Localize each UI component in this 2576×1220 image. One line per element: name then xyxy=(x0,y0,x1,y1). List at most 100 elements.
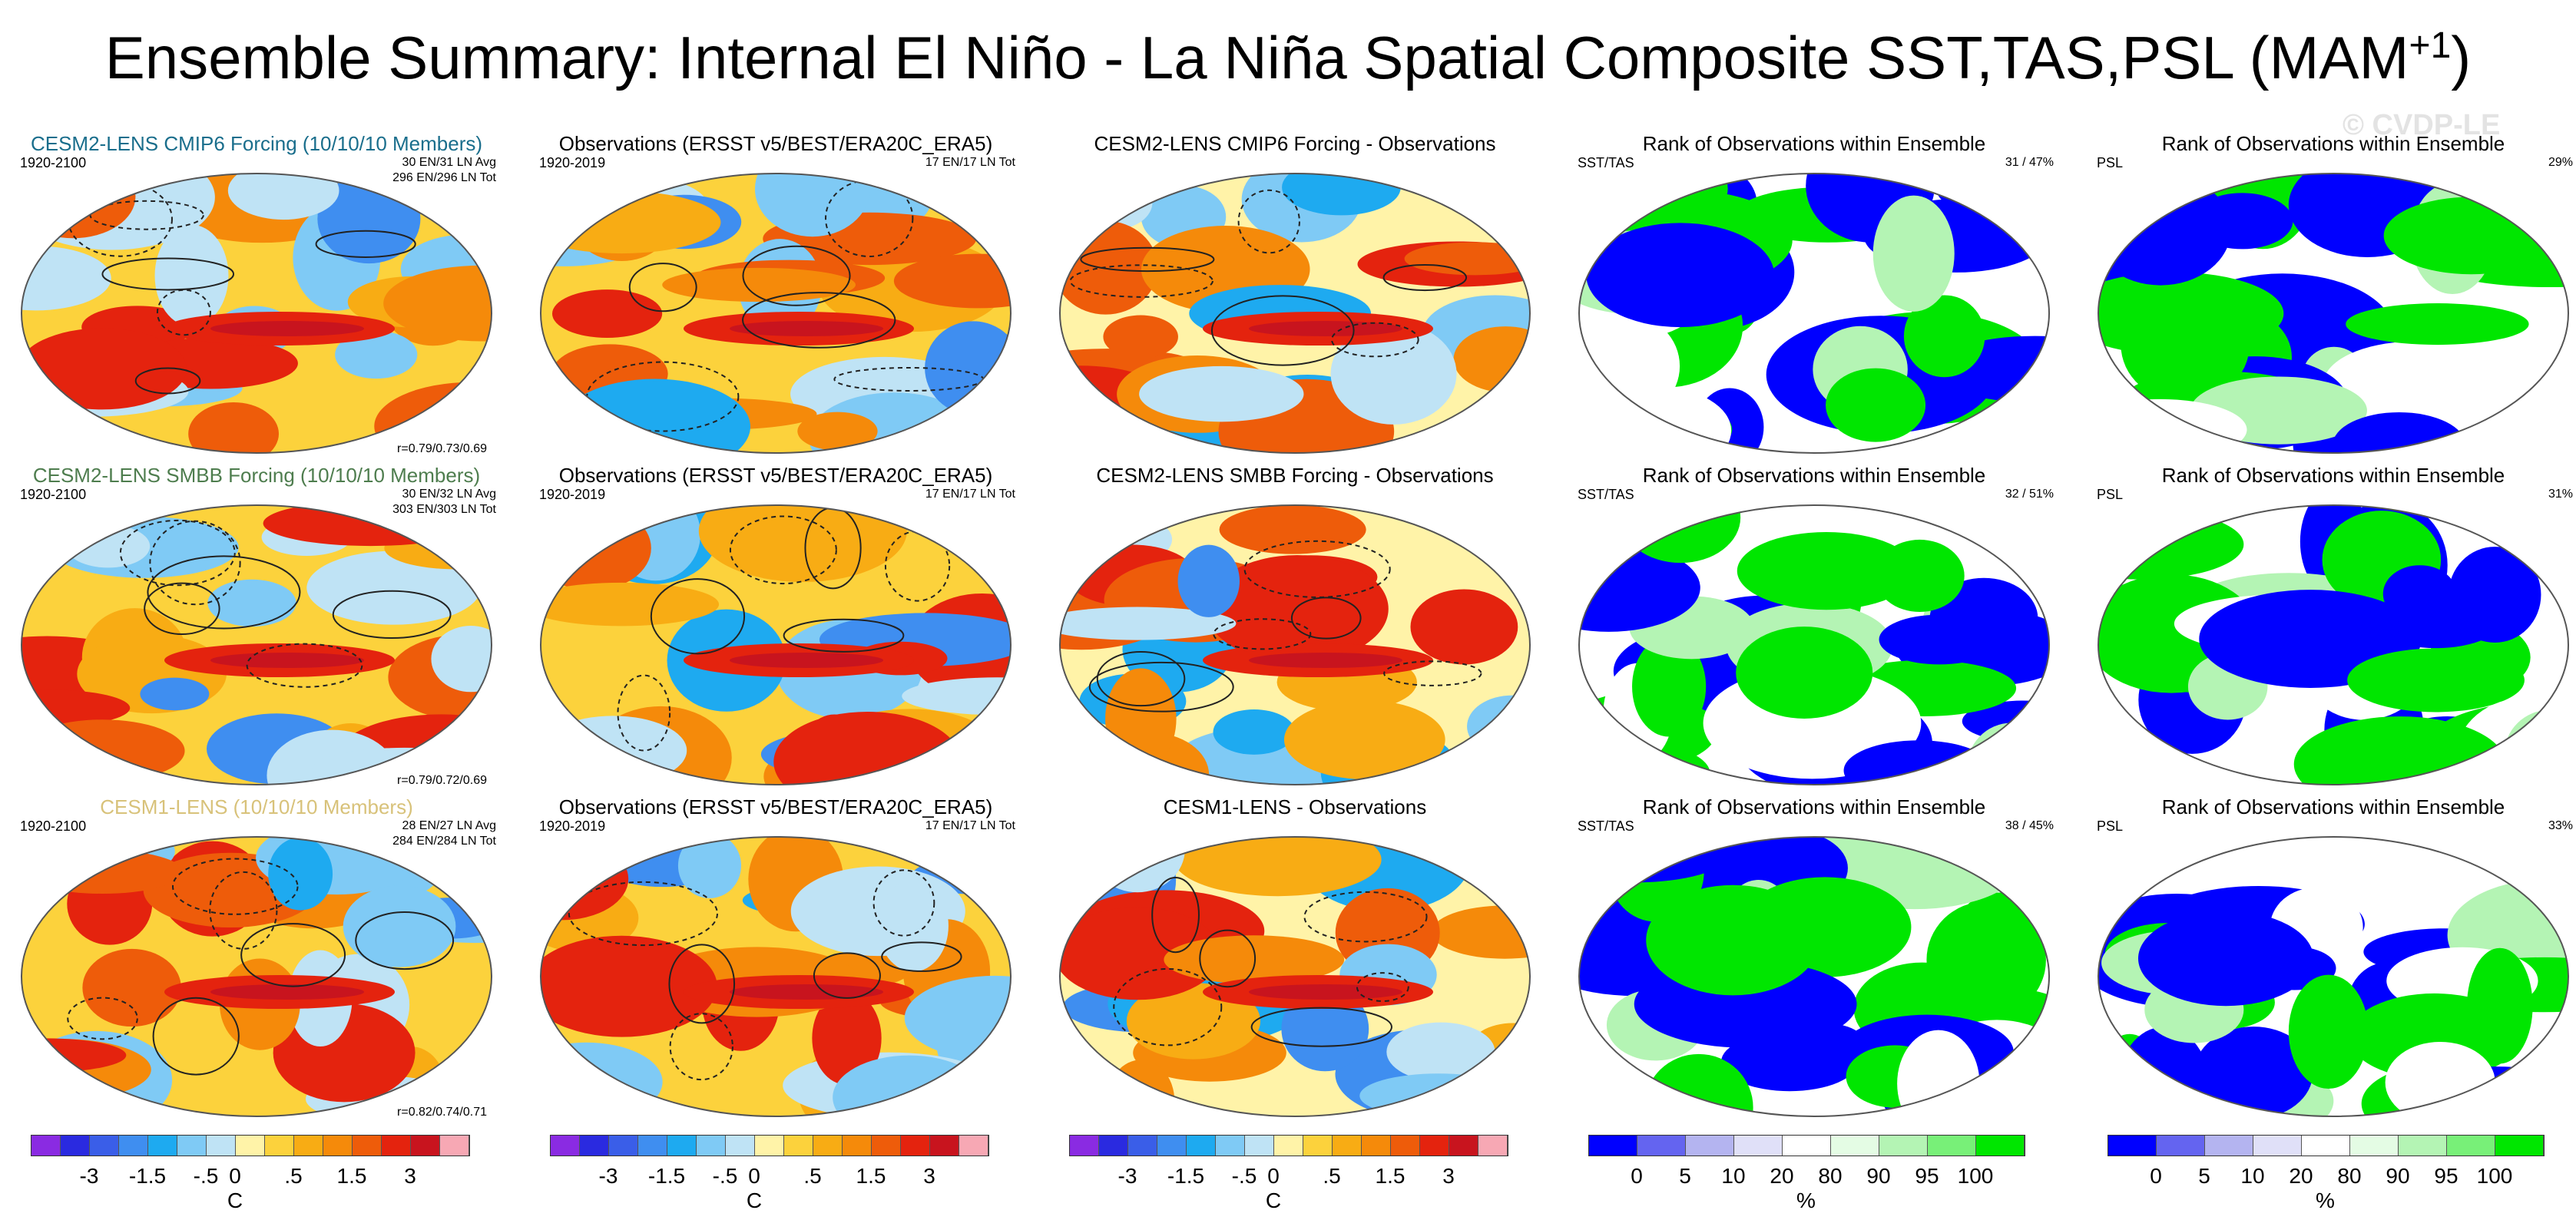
panel-years: 1920-2100 xyxy=(20,818,87,834)
map-panel-ensemble: CESM2-LENS CMIP6 Forcing (10/10/10 Membe… xyxy=(11,132,502,462)
colorbar-temperature: -3 -1.5 -.5 0 .5 1.5 3 C xyxy=(31,1130,470,1215)
map-panel-diff: CESM2-LENS CMIP6 Forcing - Observations xyxy=(1049,132,1541,462)
colorbar-tick-label: .5 xyxy=(803,1164,822,1188)
map-field xyxy=(541,174,1011,453)
colorbar-cell xyxy=(697,1136,726,1156)
psl-contour xyxy=(742,245,851,306)
colorbar-cell xyxy=(1589,1136,1637,1156)
map-field xyxy=(22,505,492,785)
enso-core xyxy=(1249,321,1402,336)
colorbar-tick-label: 0 xyxy=(229,1164,241,1188)
anomaly-region xyxy=(1453,326,1530,393)
colorbar-cell xyxy=(872,1136,901,1156)
colorbar-tick-label: 90 xyxy=(1866,1164,1891,1188)
colorbar-tick-label: 100 xyxy=(1957,1164,1994,1188)
colorbar-cells xyxy=(1588,1135,2025,1156)
map-panel-rank_psl: Rank of Observations within Ensemble PSL 3… xyxy=(2088,464,2576,794)
anomaly-region xyxy=(383,265,492,342)
panel-avg-count: 30 EN/31 LN Avg xyxy=(402,156,496,169)
rank-region xyxy=(2323,342,2500,427)
colorbar-cell xyxy=(1216,1136,1245,1156)
psl-contour xyxy=(209,871,278,950)
panel-title: CESM1-LENS - Observations xyxy=(1163,795,1427,818)
colorbar-cell xyxy=(1391,1136,1420,1156)
colorbar-cells xyxy=(31,1135,470,1156)
colorbar-tick-label: 80 xyxy=(2337,1164,2362,1188)
map-field xyxy=(1060,505,1530,785)
anomaly-region xyxy=(541,935,717,1037)
map-field xyxy=(541,837,1011,1116)
map-rank_sst xyxy=(1578,836,2050,1117)
anomaly-region xyxy=(1330,322,1457,425)
map-border xyxy=(21,836,492,1117)
anomaly-region xyxy=(1060,607,1237,640)
psl-contour xyxy=(1290,597,1362,640)
map-obs xyxy=(540,836,1012,1117)
map-field xyxy=(1579,505,2049,785)
colorbar-cell xyxy=(323,1136,353,1156)
psl-contour xyxy=(240,923,346,987)
colorbar-unit: C xyxy=(227,1189,243,1212)
map-panel-ensemble: CESM1-LENS (10/10/10 Members) 1920-2100 28… xyxy=(11,795,502,1126)
panel-total-count: 17 EN/17 LN Tot xyxy=(925,156,1015,169)
colorbar-cell xyxy=(1157,1136,1187,1156)
anomaly-region xyxy=(1283,699,1445,779)
colorbar-cell xyxy=(1449,1136,1478,1156)
psl-contour xyxy=(872,869,935,937)
colorbar-cell xyxy=(411,1136,440,1156)
psl-contour xyxy=(1237,189,1300,254)
enso-core xyxy=(730,653,883,668)
map-obs xyxy=(540,173,1012,454)
anomaly-region xyxy=(306,550,482,625)
map-border xyxy=(21,504,492,785)
colorbar-cell xyxy=(2157,1136,2205,1156)
map-rank_sst xyxy=(1578,173,2050,454)
colorbar-cell xyxy=(1187,1136,1216,1156)
colorbar-cell xyxy=(843,1136,872,1156)
panel-variable-label: SST/TAS xyxy=(1578,155,1634,170)
psl-contour xyxy=(742,292,896,349)
colorbar-cell xyxy=(1976,1136,2025,1156)
panel-title: Rank of Observations within Ensemble xyxy=(2161,795,2505,818)
colorbar-tick-label: 0 xyxy=(748,1164,760,1188)
colorbar-tick-label: 5 xyxy=(1679,1164,1691,1188)
rank-region xyxy=(2383,197,2559,275)
anomaly-region xyxy=(154,224,229,327)
psl-contour xyxy=(1303,891,1428,943)
colorbar-cell xyxy=(1637,1136,1686,1156)
psl-contour xyxy=(813,952,881,999)
rank-region xyxy=(2137,911,2314,1007)
panel-variable-label: SST/TAS xyxy=(1578,818,1634,834)
colorbar-cell xyxy=(1478,1136,1508,1156)
colorbar-cell xyxy=(353,1136,382,1156)
anomaly-region xyxy=(1103,315,1178,359)
anomaly-region xyxy=(1219,505,1366,554)
colorbar-cell xyxy=(1128,1136,1157,1156)
rank-region xyxy=(1586,223,1775,328)
anomaly-region xyxy=(797,412,878,451)
rank-region xyxy=(2449,547,2541,643)
psl-contour xyxy=(147,555,301,630)
anomaly-region xyxy=(893,253,1011,309)
anomaly-region xyxy=(1177,544,1240,617)
psl-contour xyxy=(1250,1007,1392,1047)
anomaly-region xyxy=(335,330,418,379)
psl-contour xyxy=(1210,295,1355,366)
colorbar-cell xyxy=(813,1136,843,1156)
colorbar-cell xyxy=(2447,1136,2495,1156)
colorbar-tick-label: 3 xyxy=(923,1164,935,1188)
colorbar-cells xyxy=(2107,1135,2545,1156)
colorbar-cell xyxy=(1783,1136,1831,1156)
map-diff xyxy=(1059,836,1531,1117)
panel-years: 1920-2100 xyxy=(20,487,87,502)
rank-region xyxy=(1879,614,2000,665)
enso-core xyxy=(1249,984,1402,1000)
anomaly-region xyxy=(773,711,962,785)
map-panel-rank_sst: Rank of Observations within Ensemble SST/… xyxy=(1568,464,2060,794)
watermark: © CVDP-LE xyxy=(2343,109,2501,141)
anomaly-region xyxy=(268,837,333,911)
colorbar-cell xyxy=(207,1136,236,1156)
colorbar-cell xyxy=(959,1136,988,1156)
colorbar-tick-label: -.5 xyxy=(712,1164,738,1188)
map-panel-rank_psl: Rank of Observations within Ensemble PSL 2… xyxy=(2088,132,2576,462)
